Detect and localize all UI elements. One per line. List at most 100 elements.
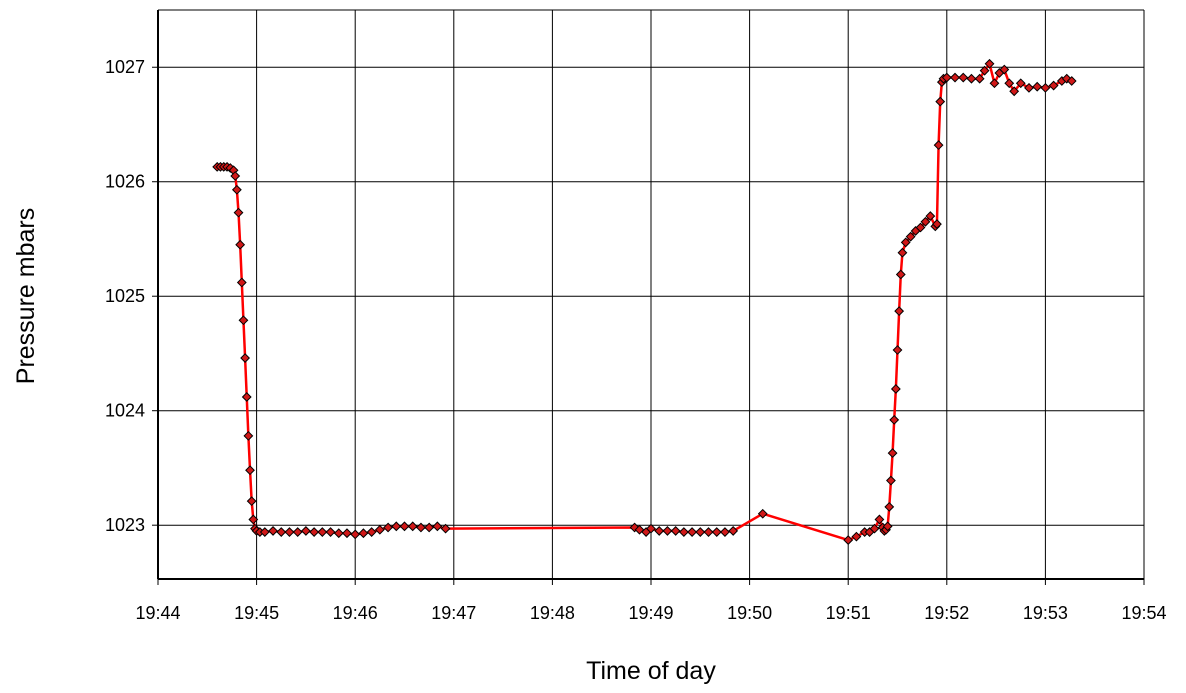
data-point: [915, 222, 926, 233]
data-point: [317, 527, 328, 537]
data-point: [243, 430, 254, 441]
data-point: [884, 501, 895, 512]
data-point: [235, 239, 246, 250]
x-tick-label: 19:48: [530, 603, 575, 623]
data-point: [958, 72, 969, 83]
y-tick-label: 1024: [105, 401, 145, 421]
data-point: [1024, 82, 1034, 93]
x-tick-label: 19:46: [333, 603, 378, 623]
data-point: [869, 523, 880, 534]
x-tick-label: 19:44: [135, 603, 180, 623]
data-point: [268, 526, 278, 536]
data-point: [646, 523, 656, 534]
data-point: [1066, 76, 1077, 86]
data-point: [874, 514, 885, 525]
data-point: [276, 527, 287, 537]
data-point: [966, 73, 977, 84]
data-point: [999, 64, 1010, 75]
data-point: [358, 528, 369, 539]
x-tick-label: 19:51: [826, 603, 871, 623]
data-point: [941, 72, 952, 83]
data-point: [325, 527, 336, 537]
data-point: [882, 521, 893, 532]
data-point: [900, 237, 911, 248]
x-axis-title: Time of day: [586, 657, 716, 685]
data-point: [309, 527, 320, 537]
data-point: [979, 65, 990, 76]
data-point: [238, 315, 249, 326]
data-point: [230, 171, 241, 181]
y-tick-label: 1027: [105, 57, 145, 77]
y-tick-label: 1025: [105, 286, 145, 306]
data-point: [246, 496, 257, 507]
data-point: [407, 521, 418, 532]
data-point: [1048, 80, 1059, 91]
data-point: [678, 527, 689, 537]
data-point: [889, 414, 900, 425]
data-point: [887, 448, 898, 458]
x-tick-label: 19:47: [431, 603, 476, 623]
data-point: [424, 522, 435, 533]
data-point: [300, 526, 311, 536]
data-point: [935, 96, 946, 107]
data-point: [670, 526, 681, 536]
data-point: [292, 527, 303, 537]
data-point: [984, 58, 995, 69]
data-point: [1004, 78, 1015, 89]
data-point: [259, 527, 270, 537]
data-point: [894, 306, 905, 317]
data-point: [374, 524, 385, 535]
tick-labels: 19:44 19:45 19:46 19:47 19:48 19:49 19:50 19:51…: [105, 57, 1167, 623]
data-point: [233, 207, 244, 218]
data-point: [629, 522, 640, 533]
data-point: [905, 231, 916, 242]
data-point: [1015, 78, 1026, 89]
data-point: [933, 140, 944, 151]
x-tick-label: 19:50: [727, 603, 772, 623]
series: [212, 58, 1077, 545]
data-point: [757, 508, 768, 519]
data-point: [703, 527, 714, 537]
x-tick-label: 19:54: [1121, 603, 1166, 623]
data-point: [366, 527, 377, 537]
y-tick-label: 1023: [105, 515, 145, 535]
data-point: [728, 526, 739, 536]
x-tick-label: 19:53: [1023, 603, 1068, 623]
data-point: [284, 527, 295, 537]
data-point: [342, 528, 352, 539]
x-tick-label: 19:52: [924, 603, 969, 623]
data-point: [687, 527, 697, 537]
y-axis-title: Pressure mbars: [12, 208, 40, 384]
data-point: [231, 184, 242, 195]
data-point: [851, 531, 862, 542]
data-point: [695, 527, 706, 537]
data-point: [416, 522, 426, 533]
grid: [158, 10, 1144, 579]
data-point: [236, 277, 247, 288]
data-point: [711, 527, 722, 537]
data-point: [925, 211, 936, 221]
data-point: [662, 526, 673, 536]
data-point: [245, 465, 255, 476]
data-point: [1009, 86, 1020, 97]
x-tick-label: 19:45: [234, 603, 279, 623]
data-point: [399, 521, 410, 532]
data-point: [932, 219, 942, 229]
y-tick-label: 1026: [105, 172, 145, 192]
x-tick-label: 19:49: [628, 603, 673, 623]
data-point: [440, 523, 451, 534]
data-point: [248, 514, 259, 525]
data-point: [843, 535, 854, 545]
data-point: [350, 529, 361, 540]
data-point: [886, 475, 896, 486]
data-point: [989, 78, 1000, 89]
data-point: [950, 72, 960, 83]
data-point: [240, 353, 251, 363]
data-point: [1040, 82, 1051, 93]
data-point: [241, 392, 252, 402]
data-point: [1032, 81, 1043, 92]
data-point: [920, 216, 931, 227]
data-point: [720, 527, 730, 537]
